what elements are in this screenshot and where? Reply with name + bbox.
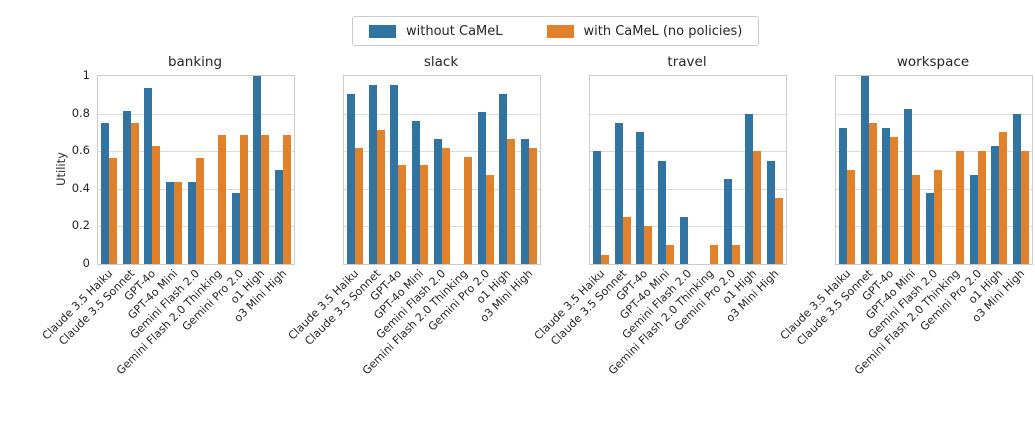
bar-with-camel <box>710 245 718 264</box>
bar-with-camel <box>283 135 291 264</box>
subplot-title: banking <box>167 54 223 70</box>
subplot-title: workspace <box>896 54 970 70</box>
gridline <box>344 114 540 115</box>
bar-without-camel <box>188 182 196 264</box>
gridline <box>590 114 786 115</box>
bar-without-camel <box>144 88 152 264</box>
bar-without-camel <box>499 94 507 264</box>
bar-with-camel <box>507 139 515 264</box>
subplot-travel <box>589 75 787 265</box>
bar-without-camel <box>166 182 174 264</box>
bar-without-camel <box>767 161 775 264</box>
bar-with-camel <box>732 245 740 264</box>
y-tick-label: 1 <box>82 68 90 82</box>
bar-with-camel <box>847 170 855 264</box>
subplot-banking <box>97 75 295 265</box>
y-tick-label: 0.2 <box>71 218 90 232</box>
bar-with-camel <box>934 170 942 264</box>
bar-with-camel <box>601 255 609 264</box>
bar-with-camel <box>398 165 406 264</box>
bar-with-camel <box>196 158 204 264</box>
bar-without-camel <box>390 85 398 264</box>
bar-without-camel <box>347 94 355 264</box>
bar-with-camel <box>956 151 964 264</box>
bar-without-camel <box>369 85 377 264</box>
bar-without-camel <box>232 193 240 264</box>
gridline <box>98 114 294 115</box>
bar-with-camel <box>464 157 472 264</box>
gridline <box>836 151 1032 152</box>
y-tick-label: 0.6 <box>71 143 90 157</box>
bar-with-camel <box>152 146 160 264</box>
gridline <box>836 114 1032 115</box>
gridline <box>590 151 786 152</box>
bar-without-camel <box>904 109 912 264</box>
bar-without-camel <box>861 76 869 264</box>
y-tick-label: 0.8 <box>71 106 90 120</box>
bar-with-camel <box>978 151 986 264</box>
bar-without-camel <box>521 139 529 264</box>
legend-label: with CaMeL (no policies) <box>583 23 743 39</box>
bar-without-camel <box>101 123 109 264</box>
subplot-workspace <box>835 75 1033 265</box>
bar-with-camel <box>1021 151 1029 264</box>
bar-with-camel <box>869 123 877 264</box>
bar-with-camel <box>355 148 363 264</box>
gridline <box>98 151 294 152</box>
bar-without-camel <box>658 161 666 264</box>
bar-with-camel <box>131 123 139 264</box>
bar-without-camel <box>434 139 442 264</box>
legend-swatch-icon <box>546 24 574 38</box>
y-tick-label: 0.4 <box>71 181 90 195</box>
subplot-title: travel <box>667 54 707 70</box>
bar-without-camel <box>253 76 261 264</box>
bar-without-camel <box>275 170 283 264</box>
bar-with-camel <box>240 135 248 264</box>
bar-with-camel <box>890 137 898 264</box>
legend-label: without CaMeL <box>406 23 503 39</box>
bar-with-camel <box>529 148 537 264</box>
bar-with-camel <box>261 135 269 264</box>
bar-with-camel <box>377 130 385 264</box>
legend: without CaMeL with CaMeL (no policies) <box>352 16 760 46</box>
bar-with-camel <box>753 151 761 264</box>
bar-with-camel <box>623 217 631 264</box>
bar-without-camel <box>615 123 623 264</box>
bar-without-camel <box>636 132 644 264</box>
bar-without-camel <box>593 151 601 264</box>
bar-without-camel <box>123 111 131 264</box>
bar-without-camel <box>680 217 688 264</box>
bar-without-camel <box>991 146 999 264</box>
y-tick-label: 0 <box>82 256 90 270</box>
gridline <box>590 226 786 227</box>
bar-without-camel <box>970 175 978 264</box>
bar-with-camel <box>442 148 450 264</box>
bar-without-camel <box>882 128 890 264</box>
bar-with-camel <box>999 132 1007 264</box>
bar-without-camel <box>926 193 934 264</box>
bar-without-camel <box>839 128 847 264</box>
bar-with-camel <box>912 175 920 264</box>
legend-swatch-icon <box>369 24 396 38</box>
bar-with-camel <box>775 198 783 264</box>
subplot-slack <box>343 75 541 265</box>
gridline <box>590 189 786 190</box>
bar-with-camel <box>486 175 494 264</box>
bar-with-camel <box>109 158 117 264</box>
bar-without-camel <box>1013 114 1021 264</box>
subplot-title: slack <box>423 54 459 70</box>
bar-with-camel <box>218 135 226 264</box>
bar-without-camel <box>745 114 753 264</box>
bar-with-camel <box>420 165 428 264</box>
bar-with-camel <box>666 245 674 264</box>
bar-without-camel <box>724 179 732 264</box>
legend-item-0: without CaMeL <box>369 24 503 39</box>
bar-with-camel <box>644 226 652 264</box>
bar-without-camel <box>412 121 420 264</box>
bar-with-camel <box>174 182 182 264</box>
legend-item-1: with CaMeL (no policies) <box>546 23 743 39</box>
bar-without-camel <box>478 112 486 264</box>
